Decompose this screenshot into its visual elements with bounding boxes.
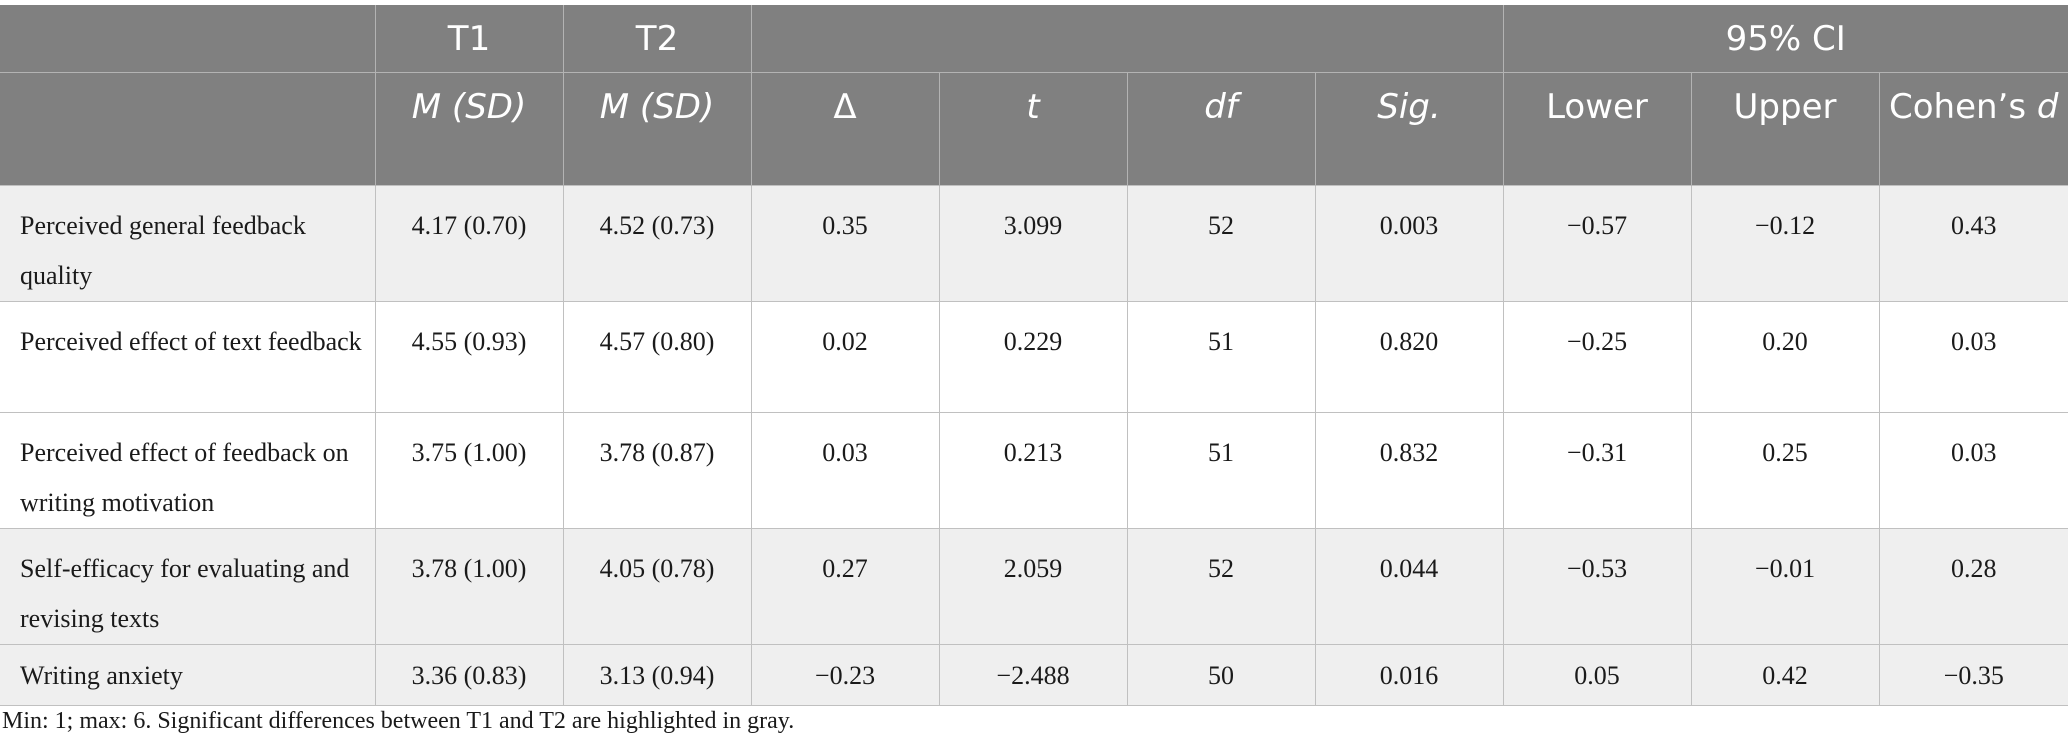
results-table: T1 T2 95% CI M (SD) M (SD) Δ t df Sig. L… (0, 5, 2068, 706)
table-row: Perceived effect of feedback on writing … (0, 412, 2068, 529)
cell-df: 51 (1126, 301, 1315, 413)
cell-t1: 4.55 (0.93) (374, 301, 563, 413)
cell-t: 0.213 (938, 412, 1127, 529)
cell-df: 51 (1126, 412, 1315, 529)
header-lower: Lower (1502, 72, 1691, 186)
row-label: Writing anxiety (0, 644, 375, 706)
row-label: Perceived effect of text feedback (0, 301, 375, 413)
cell-upper: 0.42 (1690, 644, 1879, 706)
cell-sig: 0.003 (1314, 185, 1503, 302)
header-cohens-d: Cohen’s d (1878, 72, 2068, 186)
header-95ci: 95% CI (1502, 5, 2068, 73)
table-body: Perceived general feedback quality 4.17 (… (0, 185, 2068, 706)
cell-cohens-d: 0.43 (1878, 185, 2068, 302)
cell-delta: 0.03 (750, 412, 939, 529)
cell-lower: −0.31 (1502, 412, 1691, 529)
cell-t: 2.059 (938, 528, 1127, 645)
cell-t: 3.099 (938, 185, 1127, 302)
table-row: Writing anxiety 3.36 (0.83) 3.13 (0.94) −0.… (0, 644, 2068, 706)
header-df: df (1126, 72, 1315, 186)
cell-upper: −0.01 (1690, 528, 1879, 645)
header-row-top: T1 T2 95% CI (0, 5, 2068, 73)
cell-t2: 4.57 (0.80) (562, 301, 751, 413)
header-cohens-label-symbol: d (2026, 87, 2059, 127)
cell-df: 52 (1126, 185, 1315, 302)
cell-t2: 3.78 (0.87) (562, 412, 751, 529)
cell-t2: 4.05 (0.78) (562, 528, 751, 645)
cell-t2: 4.52 (0.73) (562, 185, 751, 302)
cell-delta: 0.27 (750, 528, 939, 645)
cell-t: 0.229 (938, 301, 1127, 413)
cell-t: −2.488 (938, 644, 1127, 706)
cell-lower: −0.57 (1502, 185, 1691, 302)
row-label: Self-efficacy for evaluating and revisin… (0, 528, 375, 645)
cell-sig: 0.016 (1314, 644, 1503, 706)
cell-upper: −0.12 (1690, 185, 1879, 302)
header-row-sub: M (SD) M (SD) Δ t df Sig. Lower Upper Co… (0, 72, 2068, 186)
table-row: Self-efficacy for evaluating and revisin… (0, 528, 2068, 645)
header-t2-msd: M (SD) (562, 72, 751, 186)
header-t1-msd: M (SD) (374, 72, 563, 186)
cell-t1: 4.17 (0.70) (374, 185, 563, 302)
header-t1: T1 (374, 5, 563, 73)
table-header: T1 T2 95% CI M (SD) M (SD) Δ t df Sig. L… (0, 5, 2068, 186)
cell-cohens-d: −0.35 (1878, 644, 2068, 706)
cell-cohens-d: 0.03 (1878, 301, 2068, 413)
cell-df: 50 (1126, 644, 1315, 706)
header-cohens-d-label: Cohen’s d (1889, 87, 2058, 127)
header-sub-corner (0, 72, 375, 186)
cell-lower: −0.25 (1502, 301, 1691, 413)
cell-cohens-d: 0.28 (1878, 528, 2068, 645)
cell-cohens-d: 0.03 (1878, 412, 2068, 529)
header-t: t (938, 72, 1127, 186)
row-label: Perceived general feedback quality (0, 185, 375, 302)
cell-delta: −0.23 (750, 644, 939, 706)
cell-lower: −0.53 (1502, 528, 1691, 645)
cell-df: 52 (1126, 528, 1315, 645)
cell-t1: 3.36 (0.83) (374, 644, 563, 706)
cell-t2: 3.13 (0.94) (562, 644, 751, 706)
table-row: Perceived effect of text feedback 4.55 (0… (0, 301, 2068, 413)
table-row: Perceived general feedback quality 4.17 (… (0, 185, 2068, 302)
results-table-container: T1 T2 95% CI M (SD) M (SD) Δ t df Sig. L… (0, 5, 2068, 706)
cell-sig: 0.044 (1314, 528, 1503, 645)
header-t2: T2 (562, 5, 751, 73)
cell-upper: 0.20 (1690, 301, 1879, 413)
cell-sig: 0.820 (1314, 301, 1503, 413)
header-delta: Δ (750, 72, 939, 186)
cell-sig: 0.832 (1314, 412, 1503, 529)
cell-delta: 0.35 (750, 185, 939, 302)
header-blank-span (750, 5, 1503, 73)
cell-t1: 3.78 (1.00) (374, 528, 563, 645)
table-footnote: Min: 1; max: 6. Significant differences … (2, 708, 795, 734)
header-cohens-label-word: Cohen’s (1889, 87, 2027, 127)
header-corner-cell (0, 5, 375, 73)
header-sig: Sig. (1314, 72, 1503, 186)
header-upper: Upper (1690, 72, 1879, 186)
row-label: Perceived effect of feedback on writing … (0, 412, 375, 529)
cell-delta: 0.02 (750, 301, 939, 413)
cell-lower: 0.05 (1502, 644, 1691, 706)
cell-upper: 0.25 (1690, 412, 1879, 529)
cell-t1: 3.75 (1.00) (374, 412, 563, 529)
